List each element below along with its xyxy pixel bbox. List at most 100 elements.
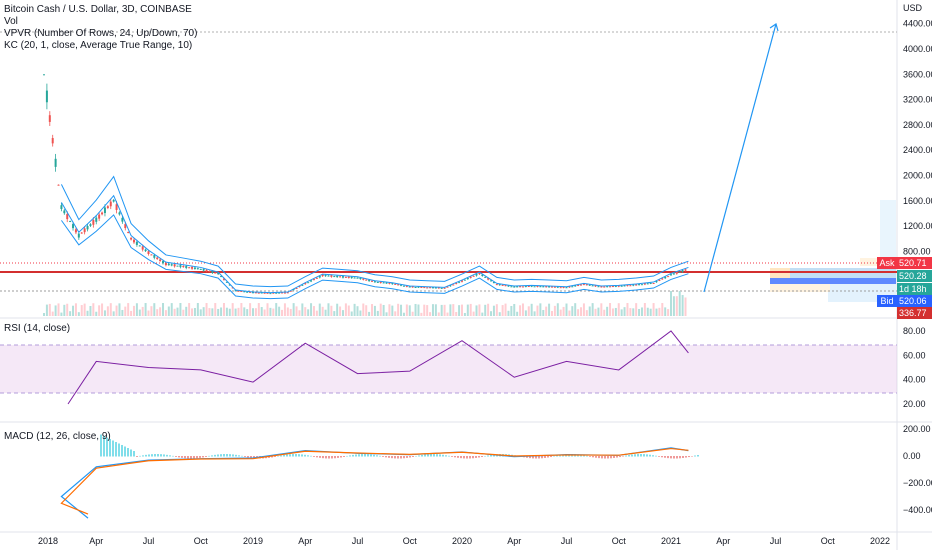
volume-bar [458,305,461,316]
rsi-tick: 20.00 [903,399,926,409]
macd-hist-bar [205,456,207,457]
macd-hist-bar [538,456,540,459]
candle [481,274,484,276]
candle [446,286,449,288]
candle [43,74,45,76]
time-tick: Oct [403,536,418,546]
volume-bar [626,303,629,316]
volume-bar [664,307,667,316]
volume-bar [402,312,405,316]
candle [574,285,577,287]
macd-hist-bar [175,456,177,457]
macd-hist-bar [328,456,330,459]
indicator-kc[interactable]: KC (20, 1, close, Average True Range, 10… [4,40,193,51]
candle [524,285,527,287]
price-tick: 1600.00 [903,196,932,206]
volume-bar [77,312,80,316]
candle [431,287,434,289]
macd-hist-bar [112,440,114,457]
rsi-title[interactable]: RSI (14, close) [4,323,71,334]
macd-hist-bar [559,454,561,457]
macd-hist-bar [217,454,219,457]
volume-bar [434,304,437,316]
candle [240,290,243,292]
indicator-vol[interactable]: Vol [4,16,18,27]
time-tick: Oct [612,536,627,546]
candle [63,210,66,214]
candle [362,278,365,280]
candle [504,285,507,287]
macd-hist-bar [583,455,585,457]
price-tick: 4000.00 [903,44,932,54]
volume-bar [533,311,536,316]
macd-hist-bar [361,454,363,457]
candle [684,269,687,271]
candle [275,292,278,294]
time-tick: 2022 [870,536,890,546]
candle [664,276,667,279]
macd-hist-bar [397,456,399,459]
volume-bar [426,305,429,316]
candle [553,286,556,288]
candle [336,275,339,278]
volume-bar [283,303,286,316]
macd-hist-bar [412,456,414,457]
candle [402,285,405,287]
candle [330,275,333,277]
candle [243,291,246,293]
volume-bar [513,303,516,316]
macd-hist-bar [619,456,621,458]
macd-hist-bar [676,456,678,459]
candle [347,276,350,278]
volume-bar [167,306,170,316]
time-tick: Apr [89,536,103,546]
candle [452,284,455,286]
price-tick: 3600.00 [903,69,932,79]
candle [92,220,95,225]
macd-hist-bar [667,456,669,459]
volume-bar [524,310,527,316]
macd-hist-bar [127,448,129,457]
time-tick: Jul [143,536,155,546]
volume-bar [431,304,434,316]
volume-bar [681,295,684,316]
volume-bar [655,308,658,316]
volume-bar [469,303,472,316]
volume-bar [310,303,313,316]
macd-hist-bar [475,456,477,458]
macd-hist-bar [280,455,282,457]
candle [72,224,75,229]
macd-hist-bar [313,456,315,457]
candle [672,273,675,275]
macd-hist-bar [601,456,603,459]
macd-hist-bar [307,455,309,457]
macd-hist-bar [529,456,531,459]
candle [484,276,487,278]
symbol-title[interactable]: Bitcoin Cash / U.S. Dollar, 3D, COINBASE [4,4,192,15]
price-tick: 1200.00 [903,221,932,231]
candle [257,292,260,294]
macd-hist-bar [448,455,450,457]
volume-bar [333,311,336,316]
volume-bar [252,308,254,316]
volume-bar [45,304,48,316]
candle [530,285,533,287]
candle [426,287,429,289]
volume-bar [670,291,672,316]
indicator-vpvr[interactable]: VPVR (Number Of Rows, 24, Up/Down, 70) [4,28,198,39]
candle [461,280,463,282]
macd-title[interactable]: MACD (12, 26, close, 9) [4,431,111,442]
macd-hist-bar [277,455,279,457]
volume-bar [684,297,687,316]
macd-hist-bar [391,456,393,459]
candle [202,268,205,271]
projection-arrow[interactable] [703,23,777,293]
volume-bar [301,303,304,316]
candle [519,286,522,288]
candle [292,289,295,291]
macd-hist-bar [613,456,615,458]
volume-bar [191,308,194,316]
candle [609,286,612,288]
volume-bar [182,309,185,316]
